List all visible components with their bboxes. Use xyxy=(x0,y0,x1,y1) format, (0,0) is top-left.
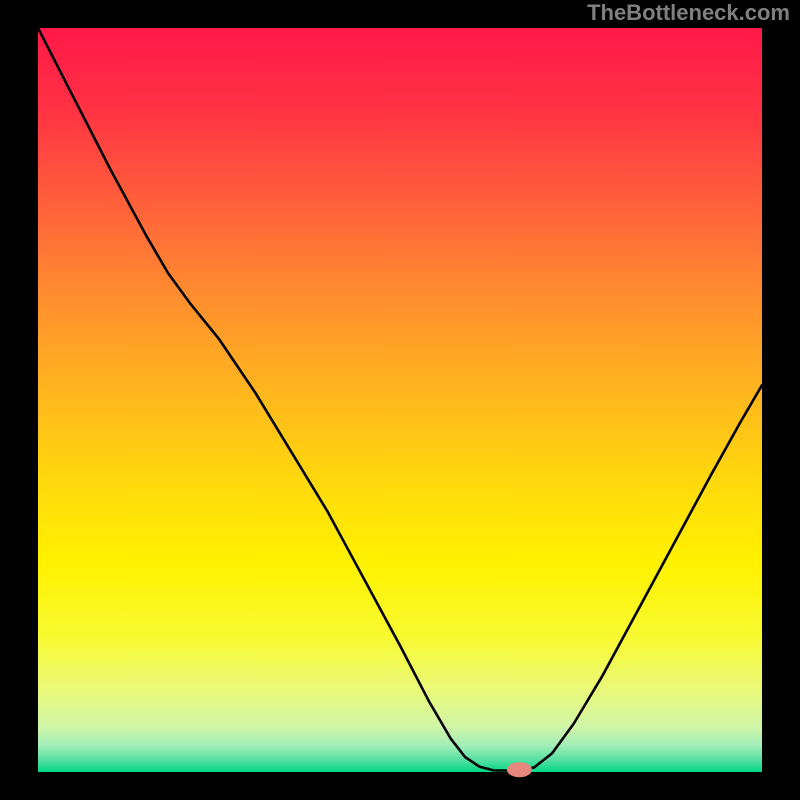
bottleneck-chart xyxy=(0,0,800,800)
optimal-point-marker xyxy=(507,763,531,777)
chart-container: TheBottleneck.com xyxy=(0,0,800,800)
gradient-background xyxy=(38,28,762,772)
watermark-text: TheBottleneck.com xyxy=(587,0,790,26)
